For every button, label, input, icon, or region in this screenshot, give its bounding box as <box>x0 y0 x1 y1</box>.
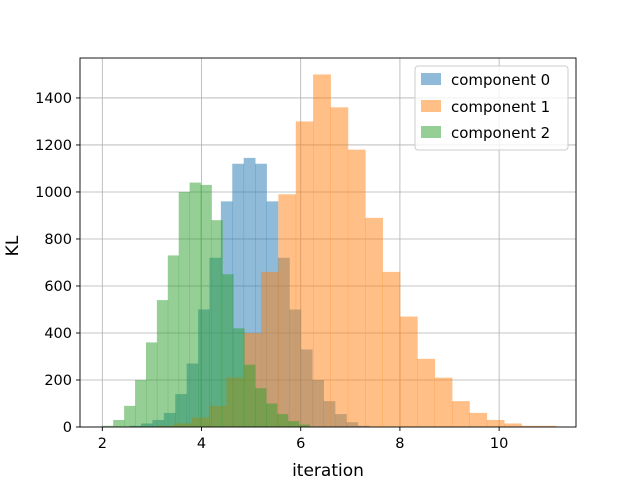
y-tick-label: 0 <box>63 420 72 436</box>
histogram-bar <box>178 191 191 427</box>
ticks: 2 4 6 8 10 0 200 400 600 800 1000 1200 1400 <box>35 91 508 452</box>
histogram-bar <box>243 157 256 427</box>
legend-label-component-1: component 1 <box>451 98 550 116</box>
histogram-bar <box>295 121 314 428</box>
histogram-bar <box>135 379 147 427</box>
histogram-bar <box>211 220 223 427</box>
histogram-bar <box>399 316 418 427</box>
histogram-bar <box>278 194 297 427</box>
histogram-bar <box>313 74 331 427</box>
histogram-bar <box>261 271 279 427</box>
legend-frame <box>414 65 569 151</box>
histogram-bar <box>365 217 383 427</box>
legend-label-component-2: component 2 <box>451 124 550 142</box>
histogram-bar <box>452 401 470 427</box>
histogram-bar <box>102 425 114 427</box>
histogram-bar <box>486 419 505 427</box>
plot-frame <box>79 57 577 428</box>
histogram-bar <box>469 412 488 427</box>
histogram-bar <box>298 424 311 427</box>
histogram-bar <box>504 423 522 427</box>
histogram-bar <box>347 149 366 427</box>
histogram-bar <box>233 328 245 427</box>
histogram-bar <box>145 342 158 427</box>
series-2-bars <box>102 182 311 427</box>
histogram-bar <box>222 274 234 427</box>
x-tick-label: 4 <box>197 436 206 452</box>
histogram-bar <box>232 163 245 427</box>
y-tick-label: 1000 <box>35 185 72 201</box>
legend-swatch-component-1 <box>421 100 441 112</box>
histogram-bar <box>417 358 436 427</box>
bars <box>102 74 557 428</box>
histogram-bar <box>124 405 136 427</box>
x-tick-label: 8 <box>395 436 404 452</box>
histogram-bar <box>330 107 349 427</box>
histogram-bar <box>255 388 267 427</box>
y-axis-label: KL <box>3 235 23 256</box>
histogram-bar <box>200 184 212 427</box>
histogram-bar <box>538 425 557 427</box>
legend-swatch-component-0 <box>421 73 441 85</box>
y-tick-label: 200 <box>44 373 72 389</box>
histogram-bar <box>189 182 201 427</box>
x-tick-label: 6 <box>296 436 305 452</box>
y-tick-label: 1200 <box>35 138 72 154</box>
histogram-bar <box>156 300 169 427</box>
histogram-bar <box>521 425 540 427</box>
histogram-bar <box>434 377 453 427</box>
y-tick-label: 600 <box>44 279 72 295</box>
axes <box>79 57 577 428</box>
histogram-bar <box>113 419 125 427</box>
histogram-bar <box>266 403 278 427</box>
histogram-bar <box>167 255 180 427</box>
histogram-bar <box>276 414 289 427</box>
x-tick-label: 10 <box>490 436 508 452</box>
legend: component 0 component 1 component 2 <box>414 65 569 151</box>
y-tick-label: 1400 <box>35 91 72 107</box>
legend-label-component-0: component 0 <box>451 71 550 89</box>
x-tick-label: 2 <box>98 436 107 452</box>
histogram-bar <box>244 364 256 427</box>
histogram-bar <box>255 163 267 427</box>
y-tick-label: 800 <box>44 232 72 248</box>
x-axis-label: iteration <box>292 461 364 480</box>
y-tick-label: 400 <box>44 326 72 342</box>
legend-swatch-component-2 <box>421 126 441 138</box>
histogram-bar <box>382 271 401 427</box>
histogram-bar <box>287 421 300 427</box>
